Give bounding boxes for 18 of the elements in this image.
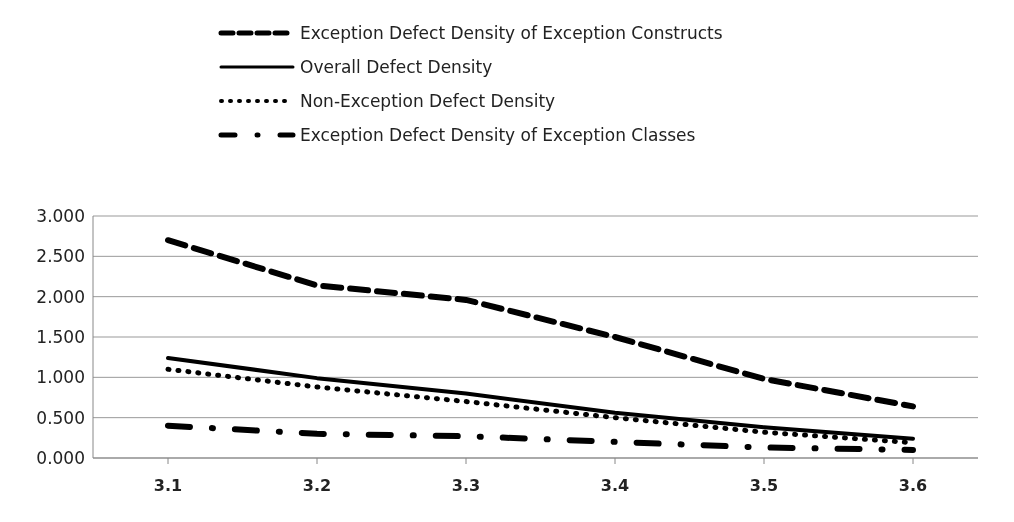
- y-tick-label: 0.500: [36, 407, 85, 428]
- x-tick-label: 3.2: [302, 476, 332, 496]
- y-tick-label: 2.000: [36, 286, 85, 307]
- y-tick-label: 2.500: [36, 246, 85, 267]
- y-tick-label: 1.000: [36, 367, 85, 388]
- x-tick-label: 3.5: [749, 476, 779, 496]
- x-tick-label: 3.4: [600, 476, 630, 496]
- legend-label: Overall Defect Density: [300, 57, 493, 77]
- x-tick-label: 3.1: [153, 476, 183, 496]
- y-tick-label: 3.000: [36, 206, 85, 227]
- x-tick-label: 3.6: [898, 476, 928, 496]
- y-tick-label: 1.500: [36, 327, 85, 348]
- y-tick-label: 0.000: [36, 448, 85, 469]
- legend-label: Exception Defect Density of Exception Classes: [300, 125, 696, 145]
- legend-label: Non-Exception Defect Density: [300, 91, 556, 111]
- legend-label: Exception Defect Density of Exception Constructs: [300, 23, 723, 43]
- x-tick-label: 3.3: [451, 476, 481, 496]
- line-series: [166, 355, 915, 441]
